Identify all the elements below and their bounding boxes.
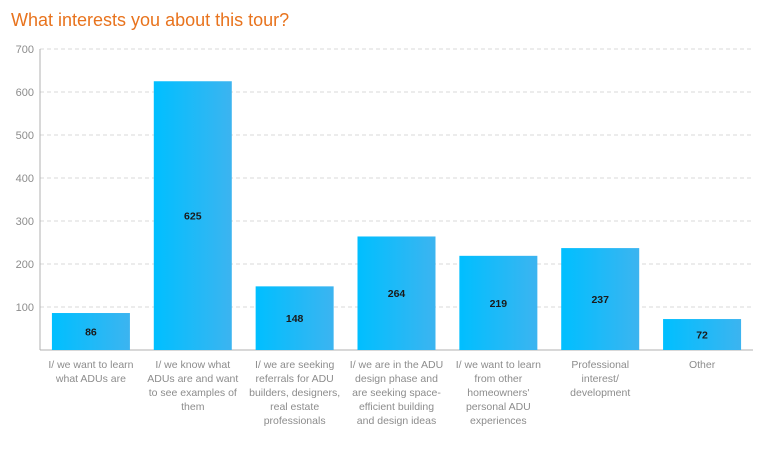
data-label: 148 [286, 313, 304, 325]
data-label: 237 [591, 294, 609, 306]
category-label-line: I/ we want to learn [456, 359, 541, 371]
data-label: 219 [490, 298, 508, 310]
category-label-line: I/ we know what [155, 359, 230, 371]
y-tick-label: 600 [16, 87, 34, 99]
data-label: 264 [388, 288, 406, 300]
category-label: Professional interest/development [570, 359, 630, 399]
category-label-line: design phase and [355, 373, 438, 385]
category-label-line: what ADUs are [55, 373, 126, 385]
chart-title: What interests you about this tour? [11, 10, 290, 30]
category-label-line: I/ we are seeking [255, 359, 335, 371]
bar [561, 248, 640, 350]
category-label-line: development [570, 387, 630, 399]
bar [357, 236, 436, 350]
category-label-line: experiences [470, 415, 527, 427]
data-label: 72 [696, 330, 708, 342]
category-label-line: I/ we are in the ADU [350, 359, 443, 371]
category-label-line: are seeking space- [352, 387, 441, 399]
category-label-line: to see examples of [149, 387, 237, 399]
y-tick-label: 100 [16, 302, 34, 314]
category-label-line: personal ADU [466, 401, 531, 413]
category-label: I/ we want to learn what ADUs are [48, 359, 133, 385]
category-label: I/ we are seeking referrals for ADU builde… [249, 359, 340, 427]
category-label: Other [689, 359, 716, 371]
category-label-line: builders, designers, [249, 387, 340, 399]
bar [663, 319, 742, 350]
category-label-line: interest/ [582, 373, 619, 385]
category-label-line: I/ we want to learn [48, 359, 133, 371]
y-tick-label: 300 [16, 216, 34, 228]
category-label-line: professionals [264, 415, 326, 427]
category-label: I/ we know what ADUs are and want to see e… [147, 359, 238, 413]
y-tick-label: 400 [16, 173, 34, 185]
category-label-line: ADUs are and want [147, 373, 238, 385]
data-label: 625 [184, 211, 202, 223]
category-label-line: and design ideas [357, 415, 436, 427]
category-label: I/ we are in the ADU design phase and are … [350, 359, 443, 427]
y-tick-label: 500 [16, 130, 34, 142]
category-label-line: homeowners' [467, 387, 529, 399]
category-label-line: real estate [270, 401, 319, 413]
bar [459, 255, 538, 350]
bar [51, 313, 130, 350]
y-tick-label: 200 [16, 259, 34, 271]
category-label-line: them [181, 401, 205, 413]
category-label: I/ we want to learn from other homeowners'… [456, 359, 541, 427]
category-label-line: referrals for ADU [256, 373, 334, 385]
category-label-line: from other [474, 373, 522, 385]
category-label-line: Professional [571, 359, 629, 371]
bar [153, 81, 232, 350]
bars [51, 81, 742, 350]
labels: 100 200 300 400 500 600 700 86 I/ we want to lea… [16, 44, 716, 427]
bar [255, 286, 334, 350]
y-tick-label: 700 [16, 44, 34, 56]
category-label-line: efficient building [359, 401, 434, 413]
category-label-line: Other [689, 359, 716, 371]
data-label: 86 [85, 327, 97, 339]
